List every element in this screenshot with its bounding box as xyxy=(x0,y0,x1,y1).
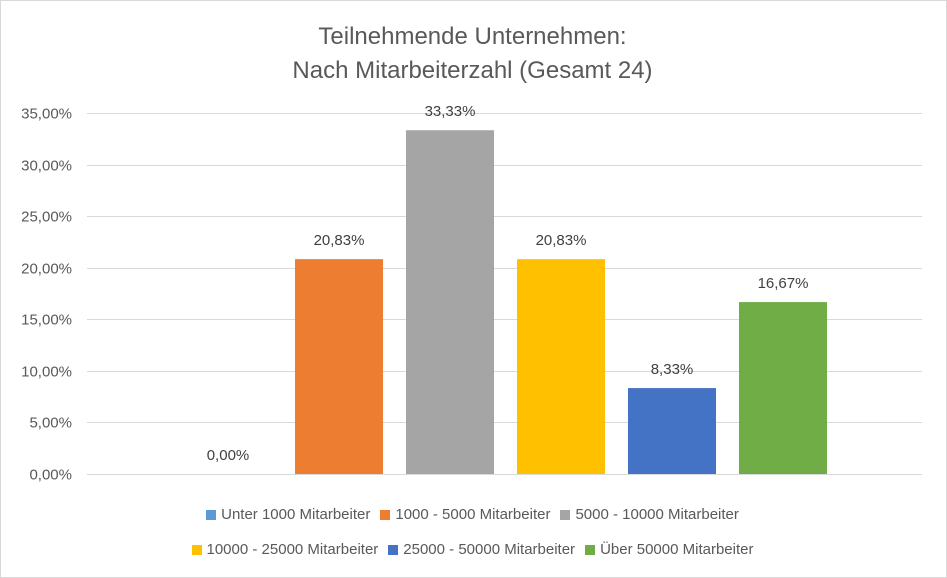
data-labels: 0,00% 20,83% 33,33% 20,83% 8,33% 16,67% xyxy=(207,103,809,464)
bar xyxy=(517,259,605,474)
bar-value-label: 20,83% xyxy=(536,232,587,249)
bars xyxy=(295,130,827,474)
legend-label: 25000 - 50000 Mitarbeiter xyxy=(403,541,576,558)
bar xyxy=(406,130,494,474)
y-tick-label: 25,00% xyxy=(21,209,72,226)
legend: Unter 1000 Mitarbeiter 1000 - 5000 Mitarb… xyxy=(0,503,945,573)
legend-item: Unter 1000 Mitarbeiter xyxy=(206,506,370,523)
legend-item: 1000 - 5000 Mitarbeiter xyxy=(380,506,550,523)
bar-value-label: 8,33% xyxy=(651,361,694,378)
bar-value-label: 16,67% xyxy=(758,275,809,292)
chart-title-line1: Teilnehmende Unternehmen: xyxy=(318,23,627,50)
legend-label: Unter 1000 Mitarbeiter xyxy=(221,506,371,523)
y-tick-label: 30,00% xyxy=(21,158,72,175)
bar-value-label: 20,83% xyxy=(314,232,365,249)
legend-row: 10000 - 25000 Mitarbeiter 25000 - 50000 M… xyxy=(0,538,945,561)
bar-value-label: 0,00% xyxy=(207,447,250,464)
y-tick-label: 20,00% xyxy=(21,261,72,278)
legend-swatch xyxy=(388,544,399,555)
legend-row: Unter 1000 Mitarbeiter 1000 - 5000 Mitarb… xyxy=(0,503,945,526)
bar xyxy=(628,388,716,474)
legend-swatch xyxy=(206,509,217,520)
bar xyxy=(295,259,383,474)
legend-item: 5000 - 10000 Mitarbeiter xyxy=(560,506,739,523)
legend-item: 10000 - 25000 Mitarbeiter xyxy=(191,541,379,558)
bar xyxy=(739,302,827,474)
y-tick-label: 35,00% xyxy=(21,106,72,123)
legend-label: 10000 - 25000 Mitarbeiter xyxy=(206,541,379,558)
legend-swatch xyxy=(380,509,391,520)
legend-item: Über 50000 Mitarbeiter xyxy=(585,541,753,558)
legend-label: Über 50000 Mitarbeiter xyxy=(600,541,754,558)
chart-title: Teilnehmende Unternehmen: Nach Mitarbeit… xyxy=(0,20,945,88)
chart-title-line2: Nach Mitarbeiterzahl (Gesamt 24) xyxy=(292,57,653,84)
y-tick-label: 15,00% xyxy=(21,312,72,329)
legend-label: 5000 - 10000 Mitarbeiter xyxy=(575,506,739,523)
legend-swatch xyxy=(585,544,596,555)
y-tick-label: 10,00% xyxy=(21,364,72,381)
legend-item: 25000 - 50000 Mitarbeiter xyxy=(388,541,575,558)
bar-value-label: 33,33% xyxy=(425,103,476,120)
y-axis-tick-labels: 0,00% 5,00% 10,00% 15,00% 20,00% 25,00% 30,00%… xyxy=(21,106,72,484)
legend-label: 1000 - 5000 Mitarbeiter xyxy=(395,506,551,523)
y-tick-label: 5,00% xyxy=(29,415,72,432)
legend-swatch xyxy=(560,509,571,520)
y-tick-label: 0,00% xyxy=(29,467,72,484)
legend-swatch xyxy=(191,544,202,555)
